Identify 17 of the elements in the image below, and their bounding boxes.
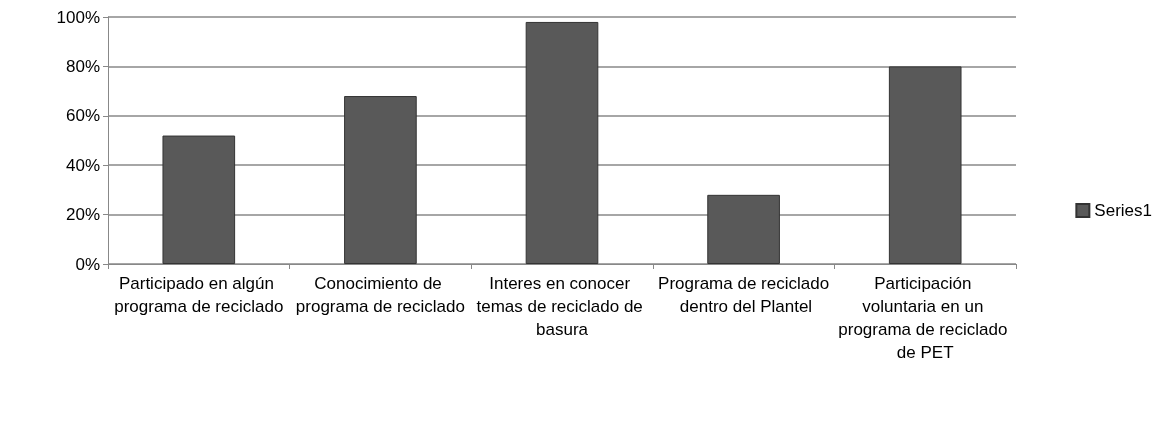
- x-tick-label: Participación voluntaria en un programa de reciclado de PET: [838, 274, 1013, 362]
- bar: [162, 135, 236, 264]
- bar: [344, 96, 417, 264]
- y-tick-label: 60%: [65, 106, 100, 126]
- bar: [888, 66, 962, 264]
- y-tick-label: 100%: [56, 7, 100, 27]
- x-tick-label: Conocimiento de programa de reciclado: [295, 274, 465, 316]
- bar: [525, 21, 599, 264]
- x-tick-label: Participado en algún programa de reciclado: [114, 274, 284, 316]
- y-tick-label: 0%: [75, 254, 100, 274]
- x-tick-label: Programa de reciclado dentro del Plantel: [658, 274, 830, 316]
- y-tick-label: 20%: [65, 205, 100, 225]
- y-tick-label: 80%: [65, 56, 100, 76]
- y-tick-label: 40%: [65, 155, 100, 175]
- bar: [707, 194, 780, 264]
- x-tick-label: Interes en conocer temas de reciclado de basura: [476, 274, 648, 339]
- legend-label: Series1: [1094, 201, 1152, 220]
